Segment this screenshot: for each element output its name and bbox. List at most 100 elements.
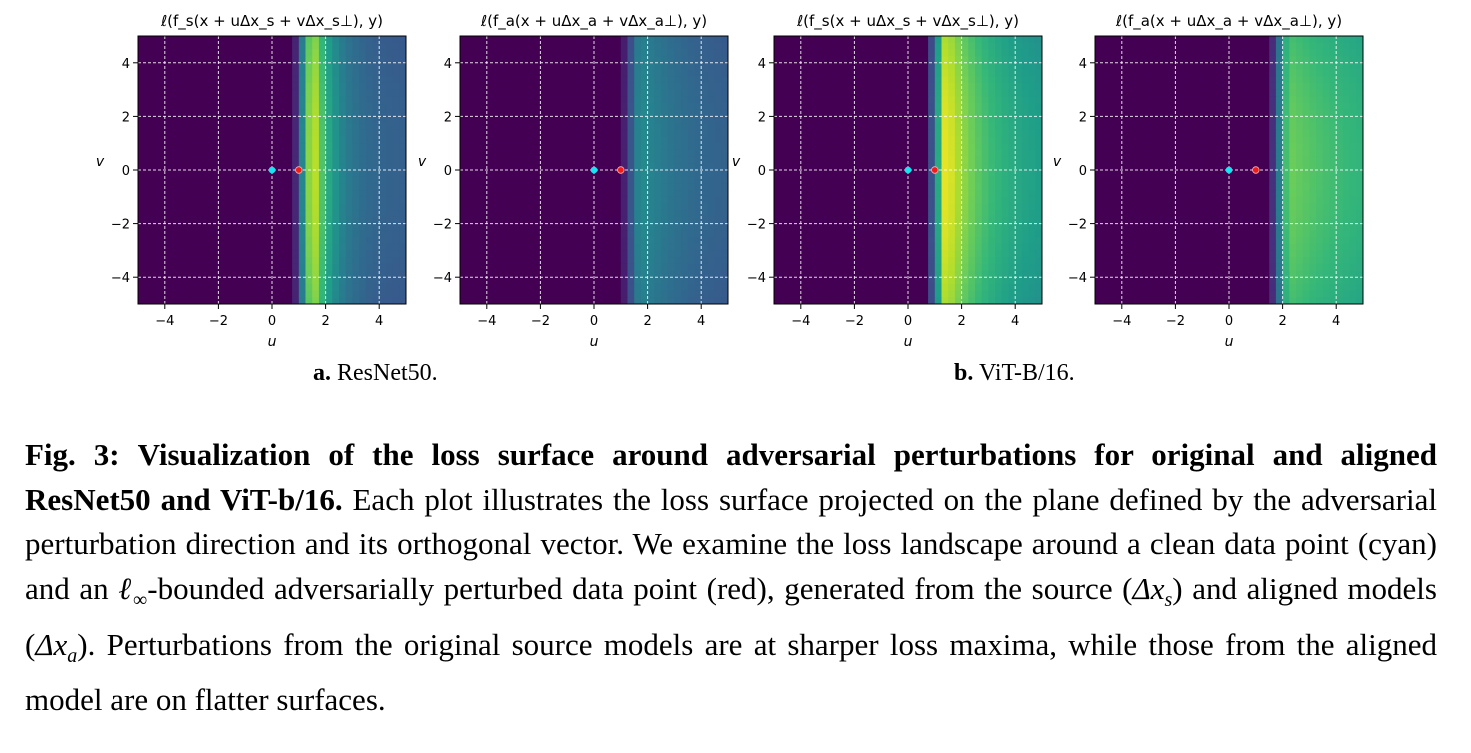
heatmap-cell	[231, 56, 239, 64]
heatmap-cell	[466, 283, 474, 291]
heatmap-cell	[807, 297, 815, 305]
heatmap-cell	[567, 136, 575, 144]
heatmap-cell	[995, 42, 1003, 50]
heatmap-cell	[614, 203, 622, 211]
heatmap-cell	[995, 243, 1003, 251]
heatmap-cell	[634, 230, 642, 238]
heatmap-cell	[178, 270, 186, 278]
heatmap-cell	[385, 163, 393, 171]
heatmap-cell	[934, 263, 942, 271]
heatmap-cell	[701, 116, 709, 124]
heatmap-cell	[365, 277, 373, 285]
heatmap-cell	[573, 149, 581, 157]
heatmap-cell	[794, 183, 802, 191]
heatmap-cell	[647, 176, 655, 184]
heatmap-cell	[298, 277, 306, 285]
heatmap-cell	[480, 176, 488, 184]
heatmap-cell	[861, 223, 869, 231]
heatmap-cell	[627, 103, 635, 111]
heatmap-cell	[144, 196, 152, 204]
heatmap-cell	[486, 36, 494, 44]
heatmap-cell	[385, 257, 393, 265]
heatmap-cell	[954, 56, 962, 64]
heatmap-cell	[298, 237, 306, 245]
heatmap-cell	[954, 196, 962, 204]
heatmap-cell	[399, 69, 407, 77]
heatmap-cell	[620, 283, 628, 291]
heatmap-cell	[506, 283, 514, 291]
heatmap-cell	[787, 42, 795, 50]
heatmap-cell	[687, 116, 695, 124]
heatmap-cell	[981, 109, 989, 117]
heatmap-cell	[1028, 123, 1036, 131]
heatmap-cell	[365, 62, 373, 70]
heatmap-cell	[292, 136, 300, 144]
heatmap-cell	[820, 243, 828, 251]
heatmap-cell	[988, 230, 996, 238]
heatmap-cell	[580, 116, 588, 124]
heatmap-cell	[780, 42, 788, 50]
heatmap-cell	[399, 216, 407, 224]
heatmap-cell	[285, 283, 293, 291]
heatmap-cell	[774, 136, 782, 144]
heatmap-cell	[540, 183, 548, 191]
heatmap-cell	[814, 82, 822, 90]
heatmap-cell	[640, 42, 648, 50]
heatmap-cell	[594, 49, 602, 57]
heatmap-cell	[218, 116, 226, 124]
heatmap-cell	[1035, 277, 1043, 285]
heatmap-cell	[272, 170, 280, 178]
heatmap-cell	[914, 82, 922, 90]
heatmap-cell	[473, 277, 481, 285]
heatmap-cell	[218, 136, 226, 144]
heatmap-cell	[339, 116, 347, 124]
heatmap-cell	[594, 149, 602, 157]
heatmap-cell	[634, 156, 642, 164]
heatmap-cell	[359, 210, 367, 218]
heatmap-cell	[814, 76, 822, 84]
heatmap-cell	[460, 89, 468, 97]
heatmap-cell	[225, 223, 233, 231]
heatmap-cell	[807, 190, 815, 198]
heatmap-cell	[392, 216, 400, 224]
heatmap-cell	[774, 62, 782, 70]
heatmap-cell	[620, 263, 628, 271]
heatmap-cell	[580, 243, 588, 251]
y-tick-label: −4	[747, 271, 766, 286]
heatmap-cell	[921, 116, 929, 124]
heatmap-cell	[867, 257, 875, 265]
heatmap-cell	[600, 56, 608, 64]
heatmap-cell	[560, 183, 568, 191]
heatmap-cell	[138, 223, 146, 231]
heatmap-cell	[473, 36, 481, 44]
heatmap-cell	[807, 76, 815, 84]
heatmap-cell	[607, 129, 615, 137]
heatmap-cell	[191, 243, 199, 251]
heatmap-cell	[1008, 257, 1016, 265]
heatmap-cell	[513, 190, 521, 198]
heatmap-cell	[714, 223, 722, 231]
heatmap-cell	[681, 149, 689, 157]
heatmap-cell	[867, 96, 875, 104]
heatmap-cell	[721, 263, 729, 271]
heatmap-cell	[1028, 116, 1036, 124]
heatmap-cell	[587, 290, 595, 298]
y-tick-label: −4	[111, 271, 130, 286]
heatmap-cell	[318, 297, 326, 305]
heatmap-cell	[614, 136, 622, 144]
heatmap-cell	[948, 277, 956, 285]
heatmap-cell	[211, 76, 219, 84]
heatmap-cell	[707, 223, 715, 231]
heatmap-cell	[144, 82, 152, 90]
heatmap-cell	[707, 36, 715, 44]
heatmap-cell	[372, 237, 380, 245]
heatmap-cell	[1015, 203, 1023, 211]
heatmap-cell	[506, 223, 514, 231]
heatmap-cell	[513, 62, 521, 70]
heatmap-cell	[493, 196, 501, 204]
heatmap-cell	[861, 56, 869, 64]
heatmap-cell	[245, 76, 253, 84]
heatmap-cell	[1008, 76, 1016, 84]
heatmap-cell	[988, 62, 996, 70]
heatmap-cell	[513, 156, 521, 164]
